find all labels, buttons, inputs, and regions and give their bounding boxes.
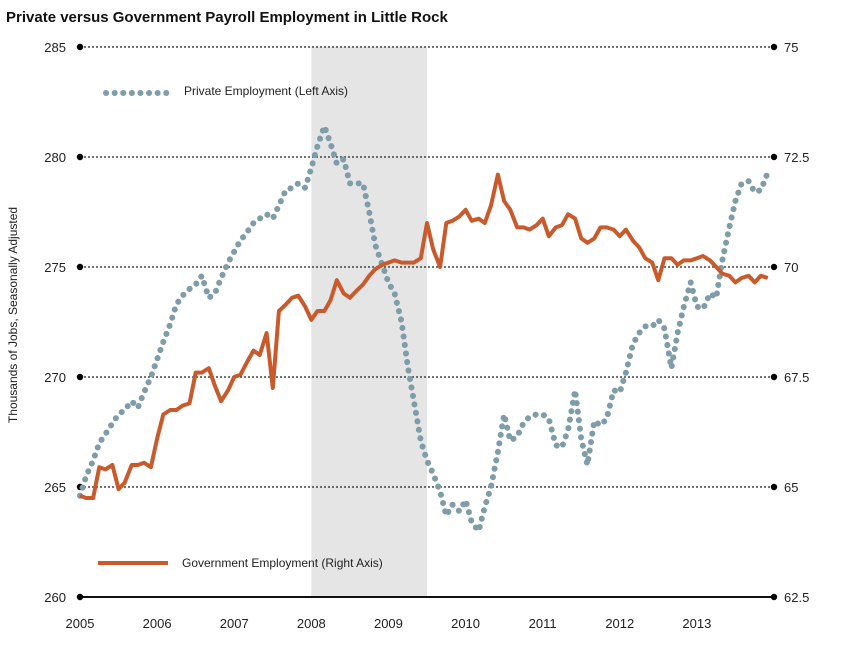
x-tick-label: 2008 bbox=[297, 616, 326, 631]
legend: Private Employment (Left Axis) Governmen… bbox=[98, 84, 383, 570]
tick-marker-right bbox=[770, 373, 778, 381]
y-tick-label-right: 62.5 bbox=[784, 590, 809, 605]
tick-marker-right bbox=[770, 483, 778, 491]
tick-marker-right bbox=[770, 593, 778, 601]
tick-marker-left bbox=[76, 373, 84, 381]
tick-marker-right bbox=[770, 263, 778, 271]
x-tick-label: 2010 bbox=[451, 616, 480, 631]
tick-marker-right bbox=[770, 43, 778, 51]
y-tick-label-right: 67.5 bbox=[784, 370, 809, 385]
y-tick-label-left: 265 bbox=[44, 480, 66, 495]
tick-marker-left bbox=[76, 43, 84, 51]
tick-marker-right bbox=[770, 153, 778, 161]
y-tick-label-left: 275 bbox=[44, 260, 66, 275]
y-tick-label-right: 75 bbox=[784, 40, 798, 55]
x-tick-label: 2013 bbox=[682, 616, 711, 631]
y-axis-label: Thousands of Jobs, Seasonally Adjusted bbox=[6, 207, 20, 423]
chart-title: Private versus Government Payroll Employ… bbox=[6, 9, 448, 26]
y-tick-label-right: 72.5 bbox=[784, 150, 809, 165]
tick-labels: 260 265 270 275 280 285 62.5 65 67.5 70 72.5 75 2005… bbox=[44, 40, 809, 631]
y-tick-label-right: 65 bbox=[784, 480, 798, 495]
tick-marker-left bbox=[76, 593, 84, 601]
series-line-private bbox=[77, 123, 771, 534]
x-tick-label: 2006 bbox=[143, 616, 172, 631]
y-tick-label-right: 70 bbox=[784, 260, 798, 275]
tick-marker-left bbox=[76, 153, 84, 161]
legend-label-private: Private Employment (Left Axis) bbox=[184, 84, 348, 98]
tick-marker-left bbox=[76, 263, 84, 271]
y-tick-label-left: 260 bbox=[44, 590, 66, 605]
y-tick-label-left: 285 bbox=[44, 40, 66, 55]
x-tick-label: 2005 bbox=[66, 616, 95, 631]
y-tick-label-left: 280 bbox=[44, 150, 66, 165]
legend-label-government: Government Employment (Right Axis) bbox=[182, 556, 383, 570]
x-tick-label: 2011 bbox=[529, 616, 557, 631]
x-tick-label: 2009 bbox=[374, 616, 403, 631]
y-tick-label-left: 270 bbox=[44, 370, 66, 385]
series-line-government bbox=[79, 172, 769, 500]
x-tick-label: 2012 bbox=[605, 616, 634, 631]
x-tick-label: 2007 bbox=[220, 616, 249, 631]
